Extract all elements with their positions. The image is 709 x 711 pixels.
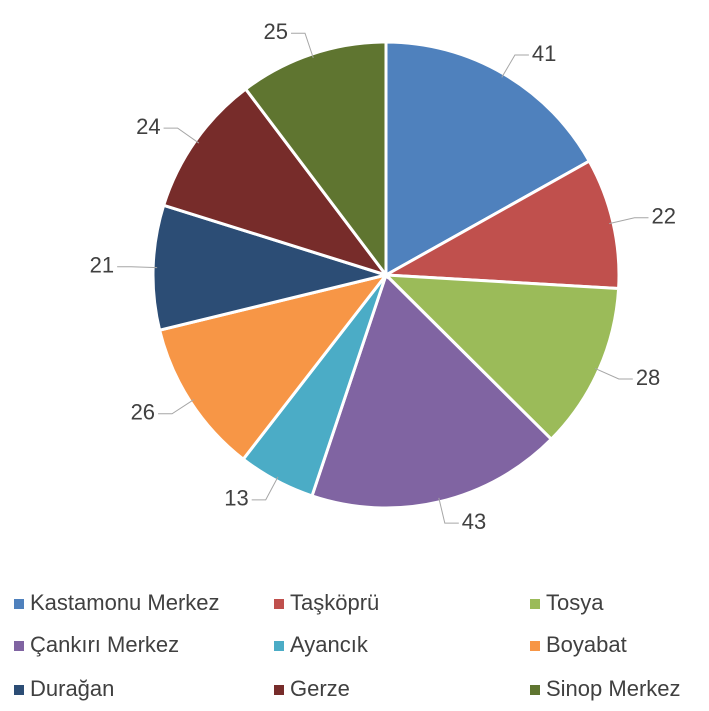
legend-label: Gerze (290, 676, 350, 701)
leader-line (163, 127, 200, 144)
leader-line (594, 367, 633, 380)
legend-swatch (530, 685, 540, 695)
data-label: 43 (462, 509, 486, 534)
leader-line (251, 476, 279, 501)
leader-line (117, 266, 158, 269)
data-label: 21 (90, 253, 114, 278)
legend-label: Sinop Merkez (546, 676, 681, 701)
legend-label: Durağan (30, 676, 114, 701)
legend-swatch (274, 599, 284, 609)
data-label: 26 (131, 400, 155, 425)
legend-swatch (530, 641, 540, 651)
legend-label: Ayancık (290, 632, 369, 657)
leader-line (609, 217, 649, 225)
leader-line (291, 32, 314, 59)
legend-swatch (14, 641, 24, 651)
legend-swatch (274, 641, 284, 651)
legend-label: Kastamonu Merkez (30, 590, 220, 615)
legend-label: Taşköprü (290, 590, 379, 615)
leader-line (158, 399, 195, 415)
legend-label: Tosya (546, 590, 604, 615)
legend-swatch (530, 599, 540, 609)
legend-swatch (14, 685, 24, 695)
data-label: 28 (636, 365, 660, 390)
legend-swatch (14, 599, 24, 609)
data-label: 24 (136, 114, 160, 139)
legend-label: Çankırı Merkez (30, 632, 179, 657)
leader-line (438, 497, 459, 524)
leader-line (501, 54, 529, 78)
data-label: 25 (264, 19, 288, 44)
data-label: 41 (532, 41, 556, 66)
data-label: 22 (652, 204, 676, 229)
legend-label: Boyabat (546, 632, 627, 657)
legend-swatch (274, 685, 284, 695)
data-label: 13 (224, 486, 248, 511)
